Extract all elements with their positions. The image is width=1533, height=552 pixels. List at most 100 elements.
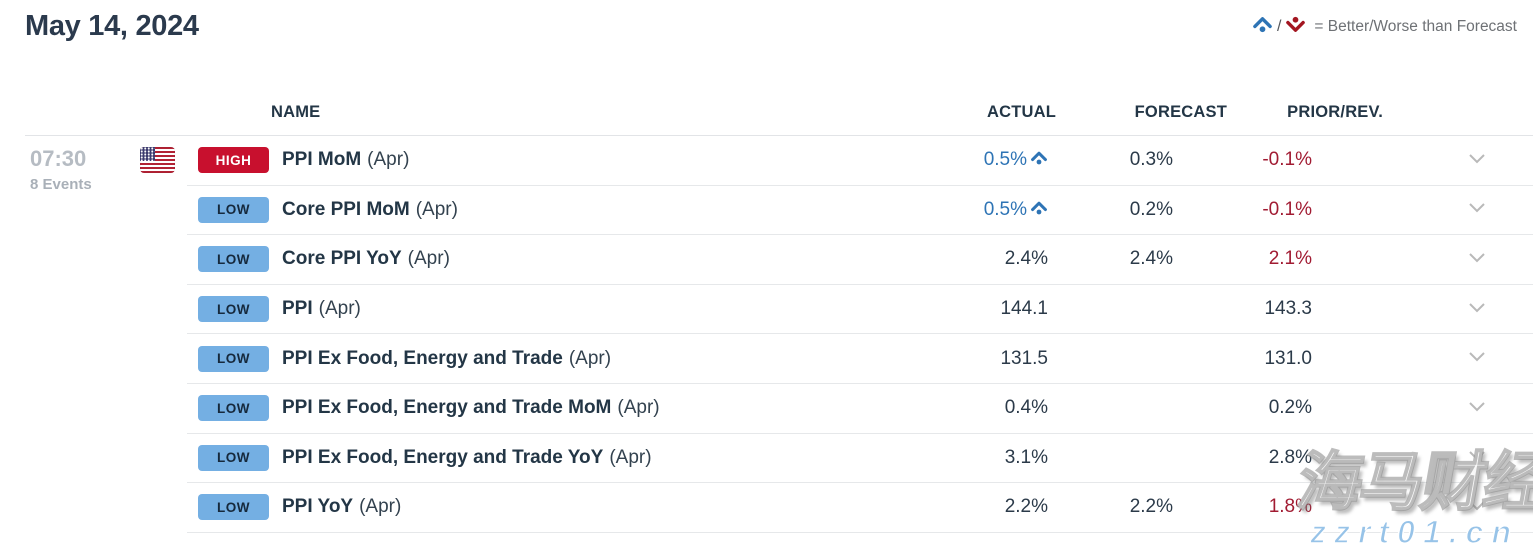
prior-value: -0.1% [1262,149,1312,171]
chevron-down-icon [1464,394,1490,423]
header-divider [25,135,1533,136]
chevron-down-icon [1464,493,1490,522]
better-than-forecast-icon [1030,200,1048,222]
impact-badge: LOW [198,444,269,471]
actual-value: 0.5% [940,198,1090,222]
event-row[interactable]: LOW PPI YoY (Apr) 2.2% 2.2% 1.8% [187,483,1533,533]
event-title: PPI YoY [282,496,354,518]
event-title: PPI Ex Food, Energy and Trade YoY [282,446,604,468]
prior-value: 143.3 [1264,298,1312,320]
event-title: PPI Ex Food, Energy and Trade [282,347,563,369]
event-period: (Apr) [367,149,410,171]
expand-button[interactable] [1420,493,1533,522]
expand-button[interactable] [1420,295,1533,324]
event-name-cell: LOW Core PPI MoM (Apr) [187,196,940,223]
forecast-value: 0.3% [1129,149,1173,171]
chevron-down-icon [1464,443,1490,472]
worse-than-forecast-icon [1285,15,1306,39]
expand-button[interactable] [1420,344,1533,373]
event-row[interactable]: LOW PPI (Apr) 144.1 143.3 [187,284,1533,335]
forecast-value: 2.4% [1129,248,1173,270]
column-header-name: NAME [271,103,321,121]
table-header: NAME ACTUAL FORECAST PRIOR/REV. [0,103,1533,122]
event-name: Core PPI YoY (Apr) [282,248,450,270]
better-than-forecast-icon [1030,150,1048,172]
event-name: PPI Ex Food, Energy and Trade MoM (Apr) [282,397,660,419]
forecast-value: 2.2% [1129,496,1173,518]
event-name-cell: LOW PPI Ex Food, Energy and Trade MoM (Ap… [187,395,940,422]
event-period: (Apr) [415,198,458,220]
impact-badge: LOW [198,196,269,223]
event-name-cell: LOW Core PPI YoY (Apr) [187,246,940,273]
event-count: 8 Events [30,176,92,193]
event-row[interactable]: LOW Core PPI YoY (Apr) 2.4% 2.4% 2.1% [187,235,1533,285]
prior-value: 0.2% [1268,397,1312,419]
time-label: 07:30 [30,146,87,171]
event-name-cell: LOW PPI YoY (Apr) [187,494,940,521]
event-name: PPI Ex Food, Energy and Trade YoY (Apr) [282,447,652,469]
forecast-legend: / = Better/Worse than Forecast [1252,15,1517,39]
event-row[interactable]: HIGH PPI MoM (Apr) 0.5% 0.3% -0.1% [187,136,1533,186]
prior-value: 2.1% [1268,248,1312,270]
actual-value: 131.5 [1000,347,1048,369]
event-period: (Apr) [359,496,402,518]
legend-separator: / [1276,18,1282,35]
chevron-down-icon [1464,344,1490,373]
better-than-forecast-icon [1252,15,1273,39]
actual-value: 3.1% [1004,446,1048,468]
impact-badge: LOW [198,494,269,521]
legend-label: = Better/Worse than Forecast [1314,18,1517,35]
event-period: (Apr) [617,397,660,419]
impact-badge: LOW [198,345,269,372]
event-title: PPI Ex Food, Energy and Trade MoM [282,397,612,419]
event-rows: HIGH PPI MoM (Apr) 0.5% 0.3% -0.1% LOW Co… [187,136,1533,533]
chevron-down-icon [1464,195,1490,224]
us-flag-icon [140,147,175,173]
column-header-prior: PRIOR/REV. [1287,103,1383,121]
event-row[interactable]: LOW PPI Ex Food, Energy and Trade MoM (Ap… [187,383,1533,434]
event-title: PPI MoM [282,149,362,171]
forecast-value: 0.2% [1129,198,1173,220]
prior-value: 1.8% [1268,496,1312,518]
event-name: PPI MoM (Apr) [282,149,409,171]
event-period: (Apr) [318,298,361,320]
impact-badge: HIGH [198,147,269,174]
event-name-cell: LOW PPI (Apr) [187,296,940,323]
event-row[interactable]: LOW Core PPI MoM (Apr) 0.5% 0.2% -0.1% [187,185,1533,236]
event-title: Core PPI MoM [282,198,410,220]
chevron-down-icon [1464,245,1490,274]
expand-button[interactable] [1420,146,1533,175]
event-row[interactable]: LOW PPI Ex Food, Energy and Trade YoY (Ap… [187,433,1533,484]
time-group: 07:30 8 Events [0,136,187,193]
event-period: (Apr) [568,347,612,369]
expand-button[interactable] [1420,195,1533,224]
event-name-cell: HIGH PPI MoM (Apr) [187,147,940,174]
event-period: (Apr) [609,446,652,468]
expand-button[interactable] [1420,245,1533,274]
event-name: PPI (Apr) [282,298,361,320]
event-row[interactable]: LOW PPI Ex Food, Energy and Trade (Apr) 1… [187,334,1533,384]
prior-value: -0.1% [1262,198,1312,220]
expand-button[interactable] [1420,394,1533,423]
actual-value: 0.4% [1004,397,1048,419]
chevron-down-icon [1464,146,1490,175]
prior-value: 2.8% [1268,446,1312,468]
actual-value: 2.2% [1004,496,1048,518]
impact-badge: LOW [198,246,269,273]
actual-value: 0.5% [940,148,1090,172]
actual-value: 2.4% [1004,248,1048,270]
date-title: May 14, 2024 [25,10,199,42]
event-title: PPI [282,298,313,320]
expand-button[interactable] [1420,443,1533,472]
column-header-forecast: FORECAST [1134,103,1227,121]
impact-badge: LOW [198,395,269,422]
column-header-actual: ACTUAL [986,103,1056,121]
event-name: PPI Ex Food, Energy and Trade (Apr) [282,348,611,370]
impact-badge: LOW [198,296,269,323]
chevron-down-icon [1464,295,1490,324]
event-name: Core PPI MoM (Apr) [282,199,458,221]
event-name-cell: LOW PPI Ex Food, Energy and Trade YoY (Ap… [187,444,940,471]
event-title: Core PPI YoY [282,248,402,270]
prior-value: 131.0 [1264,347,1312,369]
